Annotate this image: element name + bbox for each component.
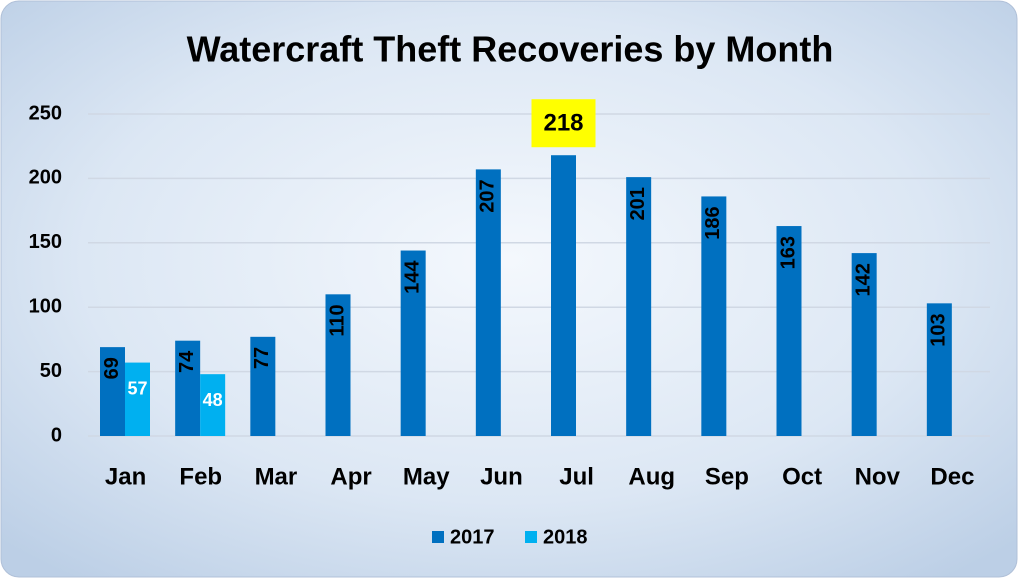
x-tick-label: Nov: [855, 463, 901, 490]
bar: [926, 303, 952, 436]
data-label: 77: [251, 347, 273, 369]
data-label: 207: [477, 179, 499, 212]
legend-swatch: [432, 531, 444, 543]
x-tick-label: Apr: [330, 463, 371, 490]
bar: [701, 196, 727, 436]
bar: [200, 374, 226, 436]
x-tick-label: Jan: [105, 463, 146, 490]
label-highlight: [531, 99, 596, 148]
chart-title: Watercraft Theft Recoveries by Month: [187, 29, 834, 70]
data-label: 142: [852, 263, 874, 296]
bar: [851, 253, 877, 436]
x-tick-label: Mar: [255, 463, 298, 490]
bar: [776, 226, 802, 436]
x-tick-label: Sep: [705, 463, 749, 490]
data-label: 103: [928, 313, 950, 346]
data-label: 218: [543, 110, 583, 137]
data-label: 57: [127, 378, 147, 398]
x-tick-label: May: [403, 463, 450, 490]
data-label: 163: [777, 236, 799, 269]
data-label: 201: [627, 187, 649, 220]
bar: [100, 347, 125, 436]
legend-swatch: [525, 531, 537, 543]
bar: [250, 336, 276, 436]
x-tick-label: Feb: [179, 463, 222, 490]
bar: [475, 169, 501, 436]
x-tick-label: Jul: [559, 463, 594, 490]
bar: [551, 155, 576, 436]
data-label: 74: [176, 350, 198, 373]
bar: [400, 250, 426, 436]
y-tick-label: 200: [29, 167, 62, 189]
data-label: 69: [101, 357, 123, 379]
bar: [175, 340, 201, 436]
legend-label: 2018: [543, 526, 588, 548]
x-tick-label: Jun: [480, 463, 523, 490]
x-tick-label: Oct: [782, 463, 822, 490]
y-tick-label: 150: [29, 231, 62, 253]
y-tick-label: 250: [29, 102, 62, 124]
y-tick-label: 50: [40, 360, 62, 382]
x-tick-label: Dec: [930, 463, 974, 490]
bar: [325, 294, 351, 436]
data-label: 110: [326, 304, 348, 336]
bar: [626, 177, 652, 436]
y-tick-label: 100: [29, 295, 62, 317]
bar: [125, 362, 150, 436]
data-label: 48: [203, 390, 223, 410]
x-tick-label: Aug: [628, 463, 675, 490]
data-label: 144: [401, 260, 423, 294]
y-tick-label: 0: [51, 424, 62, 446]
data-label: 186: [702, 206, 724, 239]
legend-label: 2017: [450, 526, 495, 548]
